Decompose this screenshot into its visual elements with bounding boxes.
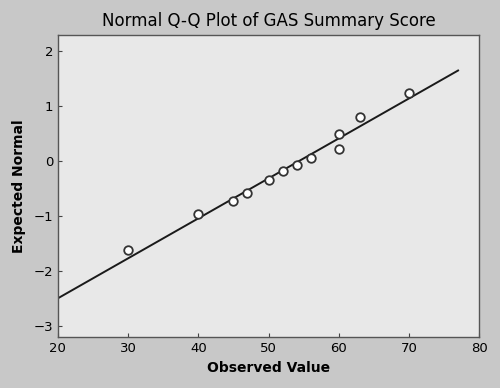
Point xyxy=(194,211,202,217)
Point xyxy=(292,162,300,168)
Point xyxy=(334,146,342,152)
Point xyxy=(124,247,132,253)
Point xyxy=(306,155,314,161)
Point xyxy=(356,114,364,120)
Point xyxy=(244,190,252,196)
Title: Normal Q-Q Plot of GAS Summary Score: Normal Q-Q Plot of GAS Summary Score xyxy=(102,12,435,31)
Point xyxy=(278,168,286,174)
Y-axis label: Expected Normal: Expected Normal xyxy=(12,119,26,253)
X-axis label: Observed Value: Observed Value xyxy=(207,362,330,376)
Point xyxy=(264,177,272,184)
Point xyxy=(334,130,342,137)
Point xyxy=(405,90,413,96)
Point xyxy=(230,197,237,204)
